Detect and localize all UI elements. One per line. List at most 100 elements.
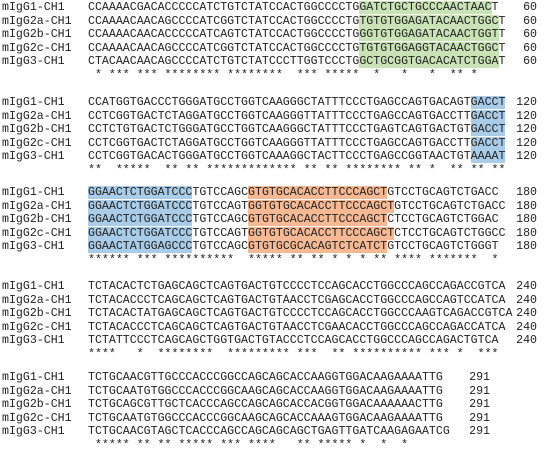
sequence: TCTACACCCTCAGCAGCTCAGTGACTGTAACCTCGAGCAC… xyxy=(88,294,505,307)
position-number: 120 xyxy=(516,136,537,150)
sequence-name: mIgG2c-CH1 xyxy=(2,136,72,150)
sequence-name: mIgG2a-CH1 xyxy=(2,199,72,213)
sequence: TCTATTCCCTCAGCAGCTGGTGACTGTACCCTCCAGCACC… xyxy=(88,334,499,347)
sequence: TCTGCAACGTTGCCCACCCGGCCAGCAGCACCAAGGTGGA… xyxy=(88,371,443,384)
sequence-name: mIgG1-CH1 xyxy=(2,186,65,199)
sequence-name: mIgG2b-CH1 xyxy=(2,307,72,321)
highlighted-segment: AAAAT xyxy=(470,150,506,164)
sequence: GGAACTCTGGATCCCTGTCCAGCGTGTGCACACCTTCCCA… xyxy=(88,213,499,227)
sequence: CCAAAACAACAGCCCCATCGGTCTATCCACTGGCCCCTGT… xyxy=(88,14,506,28)
sequence: TCTGCAATGTGGCCCACCCGGCAAGCAGCACCAAAGTGGA… xyxy=(88,412,443,425)
sequence: TCTGCAATGTGGCCCACCCGGCAAGCAGCACCAAGGTGGA… xyxy=(88,385,443,398)
segment: TGTCCAGT xyxy=(192,199,249,213)
position-number: 60 xyxy=(523,28,537,42)
segment: CCTCGGTGACTCTAGGATGCCTGGTCAAGGGTTATTTCCC… xyxy=(88,109,471,123)
position-number: 291 xyxy=(469,371,490,384)
position-number: 240 xyxy=(516,280,537,293)
segment: TGTCCAGT xyxy=(192,226,249,240)
segment: T xyxy=(498,14,506,28)
position-number: 291 xyxy=(469,411,490,425)
position-number: 291 xyxy=(469,425,490,439)
segment: GTCCTGCAGTCTGGGT xyxy=(387,240,499,254)
highlighted-segment: GACCT xyxy=(470,109,506,123)
highlighted-segment: GACCT xyxy=(470,123,506,137)
sequence-name: mIgG2b-CH1 xyxy=(2,123,72,137)
highlighted-segment: GACCT xyxy=(470,136,506,150)
segment: TGTCCAGC xyxy=(192,240,249,254)
conservation-line: ** ***** ** ** ************* ** ** *****… xyxy=(88,164,506,177)
segment: CCTCGGTGACACTGGGATGCCTGGTCAAAGGCTACTTCCC… xyxy=(88,150,471,164)
segment: T xyxy=(498,41,506,55)
position-number: 240 xyxy=(516,307,537,321)
sequence: TCTACACTATGAGCAGCTCAGTGACTGTCCCCTCCAGCAC… xyxy=(88,307,512,320)
sequence: CCAAAACAACACCCCCATCAGTCTATCCACTGGCCCCTGG… xyxy=(88,28,505,42)
segment: TCTGCAGCGTTGCTCACCCAGCCAGCAGCACCACGGTGGA… xyxy=(88,398,443,412)
sequence: CCTCTGTGACTCTGGGATGCCTGGTCAAGGGCTATTTCCC… xyxy=(88,123,506,137)
sequence-name: mIgG3-CH1 xyxy=(2,150,65,164)
sequence-name: mIgG2a-CH1 xyxy=(2,384,72,398)
segment: TGTCCAGC xyxy=(192,186,249,199)
segment: TCTACACTCTGAGCAGCTCAGTGACTGTCCCCTCCAGCAC… xyxy=(88,280,506,293)
segment: TGTCCAGC xyxy=(192,213,249,227)
sequence-name: mIgG2a-CH1 xyxy=(2,109,72,123)
position-number: 120 xyxy=(516,123,537,137)
sequence-name: mIgG1-CH1 xyxy=(2,371,65,384)
conservation-line: **** * ******** ********* *** ** *******… xyxy=(88,348,499,361)
highlighted-segment: GGAACTCTGGATCCC xyxy=(88,186,193,199)
segment: CCTCTGTGACTCTGGGATGCCTGGTCAAGGGCTATTTCCC… xyxy=(88,123,471,137)
sequence-name: mIgG3-CH1 xyxy=(2,240,65,254)
segment: CTCCTGCAGTCTGGCC xyxy=(394,226,506,240)
conservation-line: ****** *** ********** ***** ** ** * * * … xyxy=(88,254,499,267)
position-number: 60 xyxy=(523,41,537,55)
segment: TCTGCAATGTGGCCCACCCGGCAAGCAGCACCAAAGTGGA… xyxy=(88,411,443,425)
position-number: 240 xyxy=(516,293,537,307)
highlighted-segment: GTGTGCGCACAGTCTCATCT xyxy=(248,240,388,254)
position-number: 180 xyxy=(516,226,537,240)
sequence-name: mIgG2c-CH1 xyxy=(2,41,72,55)
segment: CTACAACAACAGCCCCATCTGTCTATCCCTTGGTCCCTG xyxy=(88,55,360,69)
segment: TCTACACCCTCAGCAGCTCAGTGACTGTAACCTCGAGCAC… xyxy=(88,293,506,307)
highlighted-segment: GGAACTATGGAGCCC xyxy=(88,240,193,254)
highlighted-segment: GATCTGCTGCCCAACTAAC xyxy=(359,1,492,14)
sequence: TCTGCAACGTAGCTCACCCAGCCAGCAGCAGCTGAGTTGA… xyxy=(88,425,450,438)
position-number: 120 xyxy=(516,96,537,109)
highlighted-segment: TGTGTGGAGATACAACTGGC xyxy=(359,14,499,28)
segment: CCAAAACAACAGCCCCATCGGTCTATCCACTGGCCCCTG xyxy=(88,41,360,55)
position-number: 240 xyxy=(516,334,537,348)
segment: TCTACACCCTCAGCAGCTCAGTGACTGTAACCTCGAACAC… xyxy=(88,320,506,334)
segment: CCATGGTGACCCTGGGATGCCTGGTCAAGGGCTATTTCCC… xyxy=(88,96,471,109)
sequence: GGAACTCTGGATCCCTGTCCAGTGGTGTGCACACCTTCCC… xyxy=(88,226,506,240)
conservation-line: ***** ** ** ***** *** **** ** ***** * * … xyxy=(88,439,422,451)
sequence-name: mIgG2c-CH1 xyxy=(2,320,72,334)
sequence: GGAACTCTGGATCCCTGTCCAGTGGTGTGCACACCTTCCC… xyxy=(88,199,505,213)
sequence-name: mIgG2c-CH1 xyxy=(2,411,72,425)
highlighted-segment: GCTGCGGTGACACATCTGGA xyxy=(359,55,499,69)
position-number: 60 xyxy=(523,55,537,69)
highlighted-segment: GTGTGCACACCTTCCCAGCT xyxy=(248,186,388,199)
sequence: GGAACTCTGGATCCCTGTCCAGCGTGTGCACACCTTCCCA… xyxy=(88,186,499,199)
position-number: 240 xyxy=(516,320,537,334)
highlighted-segment: GGAACTCTGGATCCC xyxy=(88,213,193,227)
segment: T xyxy=(498,55,506,69)
position-number: 120 xyxy=(516,109,537,123)
highlighted-segment: GGAACTCTGGATCCC xyxy=(88,199,193,213)
sequence: TCTACACTCTGAGCAGCTCAGTGACTGTCCCCTCCAGCAC… xyxy=(88,280,505,293)
sequence-name: mIgG1-CH1 xyxy=(2,280,65,293)
sequence-name: mIgG2b-CH1 xyxy=(2,213,72,227)
sequence: CCATGGTGACCCTGGGATGCCTGGTCAAGGGCTATTTCCC… xyxy=(88,96,506,109)
highlighted-segment: GACCT xyxy=(470,96,506,109)
segment: CTCCTGCAGTCTGGAC xyxy=(387,213,499,227)
segment: TCTGCAATGTGGCCCACCCGGCAAGCAGCACCAAGGTGGA… xyxy=(88,384,443,398)
sequence: CCTCGGTGACTCTAGGATGCCTGGTCAAGGGTTATTTCCC… xyxy=(88,109,506,123)
sequence-name: mIgG2b-CH1 xyxy=(2,28,72,42)
position-number: 180 xyxy=(516,199,537,213)
sequence: GGAACTATGGAGCCCTGTCCAGCGTGTGCGCACAGTCTCA… xyxy=(88,240,499,254)
position-number: 180 xyxy=(516,240,537,254)
position-number: 60 xyxy=(523,1,537,14)
sequence-name: mIgG3-CH1 xyxy=(2,425,65,439)
highlighted-segment: GGTGTGCACACCTTCCCAGCT xyxy=(248,226,395,240)
segment: CCTCGGTGACTCTAGGATGCCTGGTCAAGGGTTATTTCCC… xyxy=(88,136,471,150)
segment: TCTGCAACGTAGCTCACCCAGCCAGCAGCAGCTGAGTTGA… xyxy=(88,425,450,439)
sequence: CCAAAACGACACCCCCATCTGTCTATCCACTGGCCCCTGG… xyxy=(88,1,499,14)
highlighted-segment: GGAACTCTGGATCCC xyxy=(88,226,193,240)
